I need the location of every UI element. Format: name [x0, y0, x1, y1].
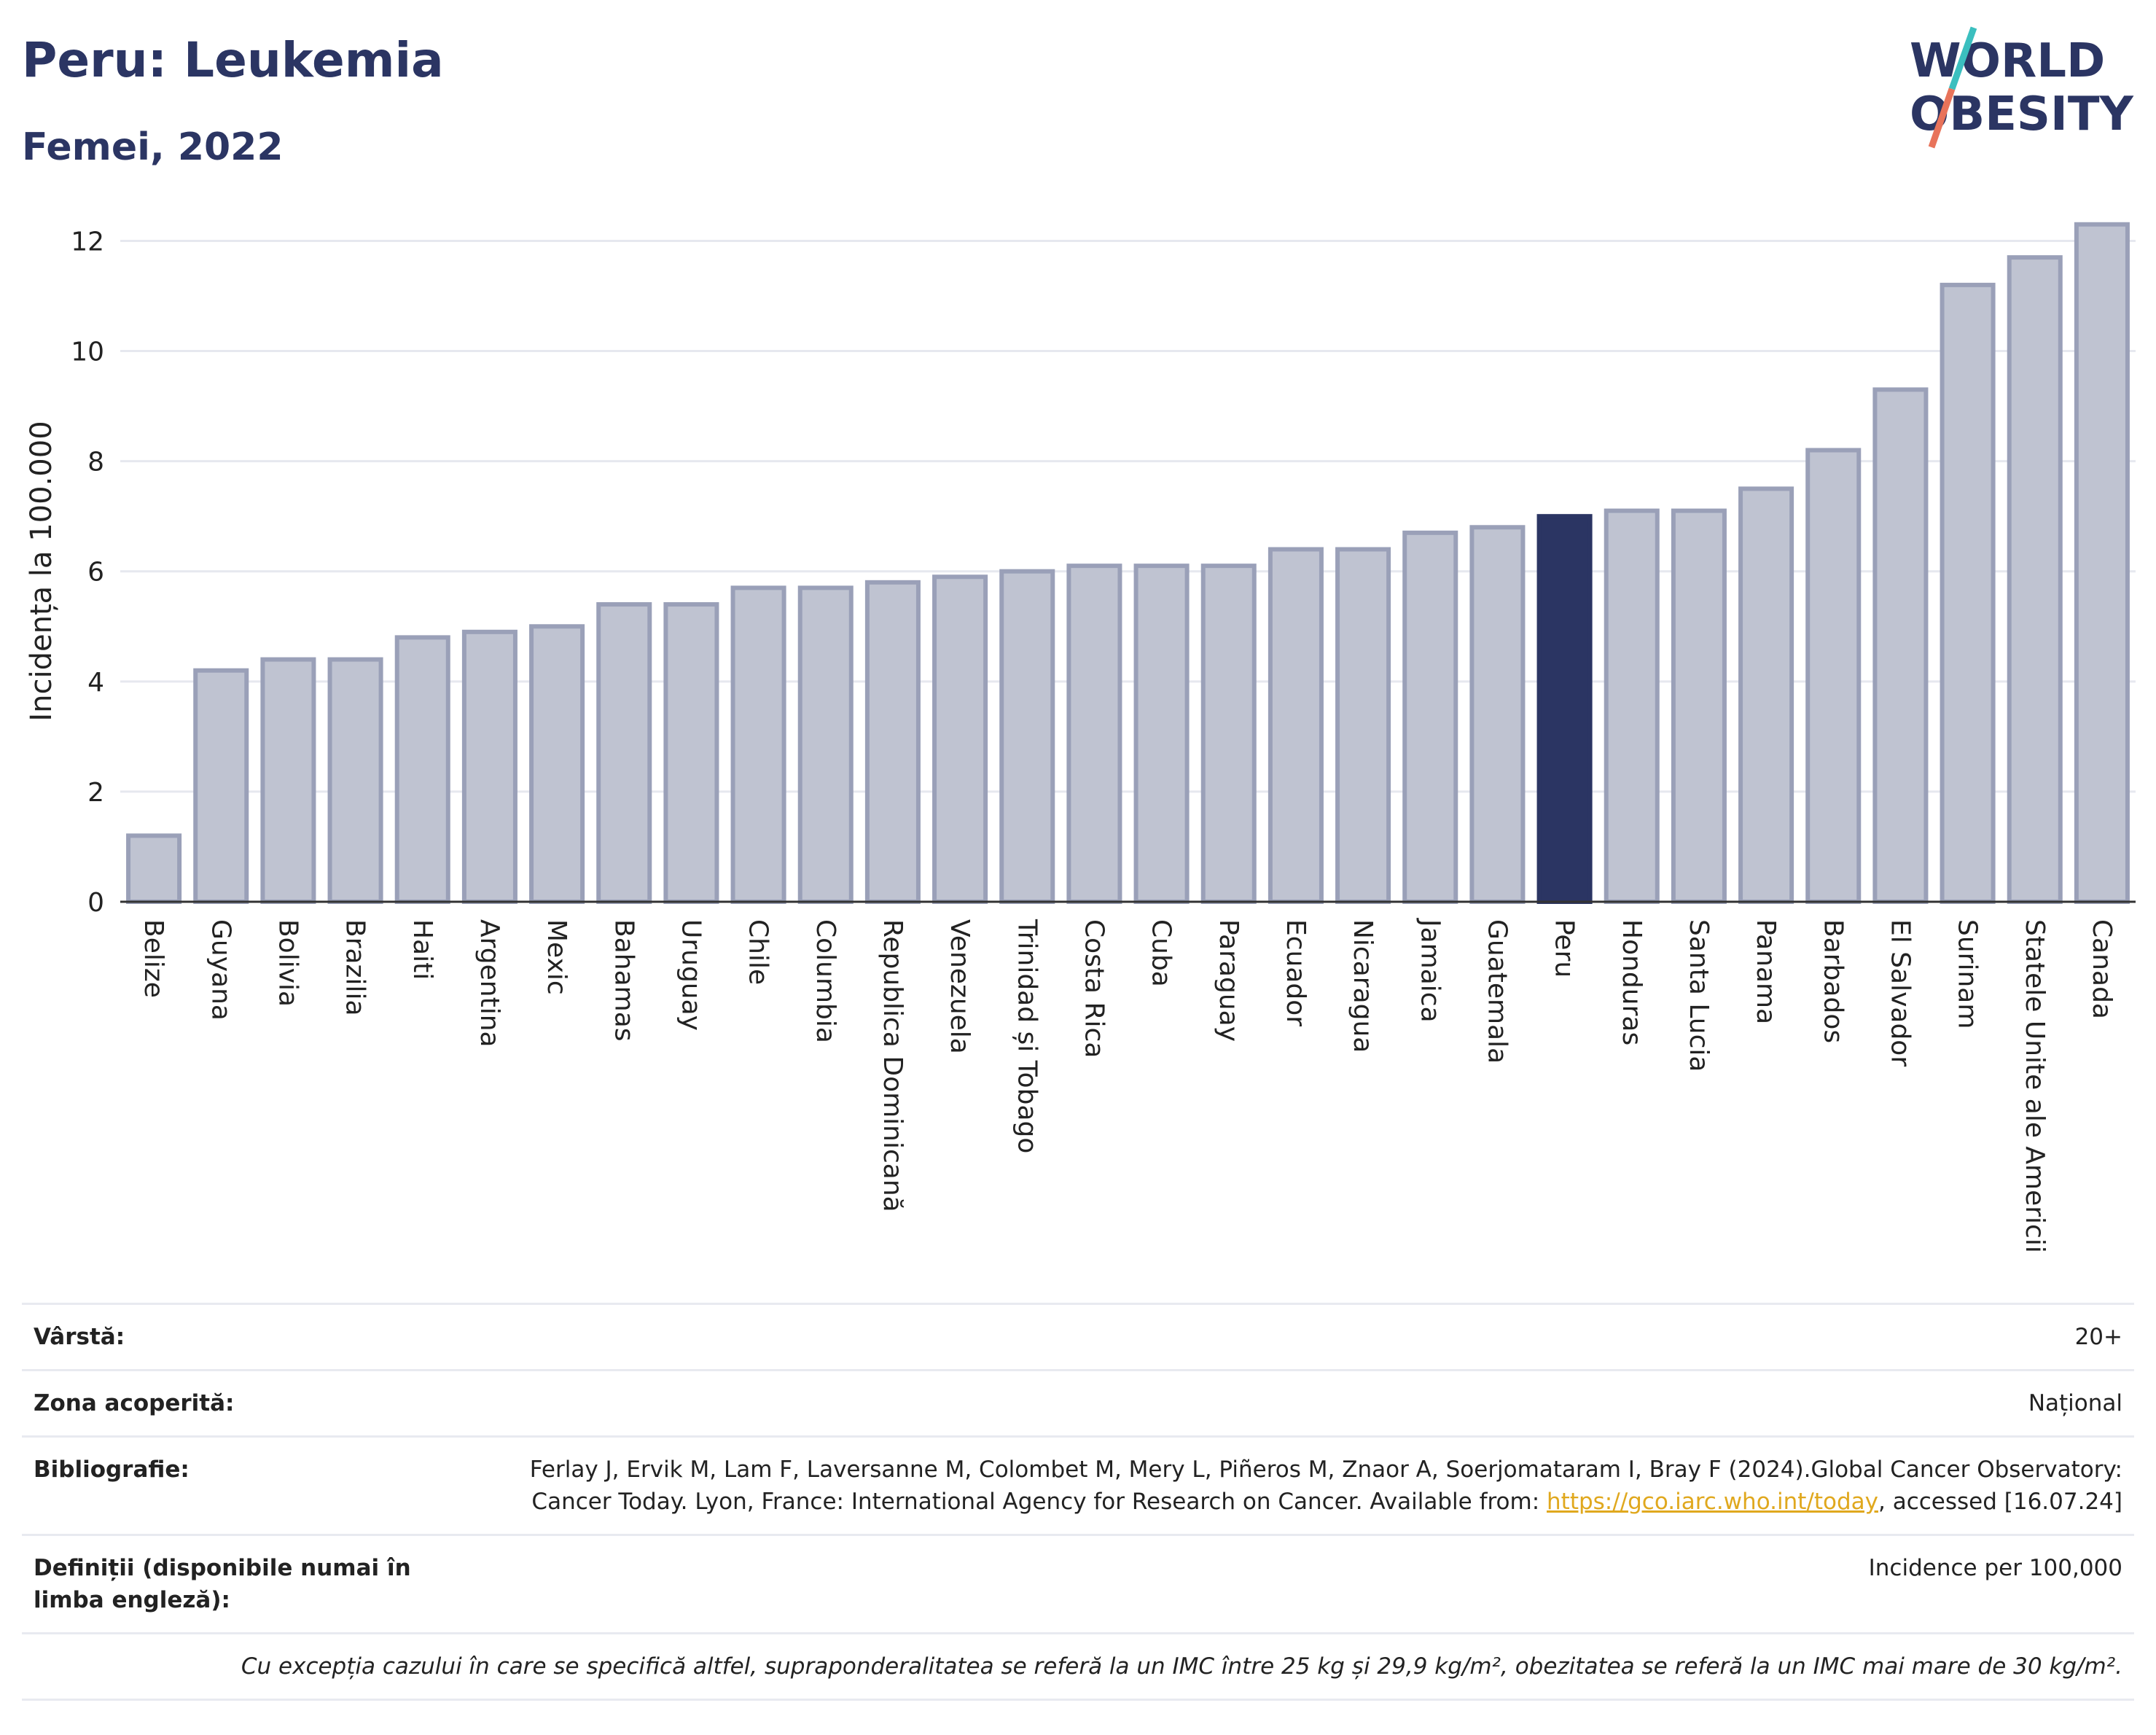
- x-tick-label: Haiti: [407, 919, 437, 980]
- meta-label: Zona acoperită:: [34, 1390, 235, 1416]
- meta-value: Național: [2028, 1390, 2122, 1416]
- bar[interactable]: [327, 657, 383, 904]
- x-tick-label: Surinam: [1953, 919, 1983, 1029]
- bar[interactable]: [2074, 222, 2130, 904]
- x-tick-label: Cuba: [1147, 919, 1176, 987]
- footnote: Cu excepția cazului în care se specifică…: [22, 1632, 2134, 1701]
- bar[interactable]: [1066, 564, 1122, 904]
- x-tick-label: Santa Lucia: [1684, 919, 1714, 1072]
- x-tick-label: Brazilia: [340, 919, 370, 1016]
- bar[interactable]: [529, 624, 585, 904]
- bar[interactable]: [1940, 282, 1996, 904]
- logo-slash-coral: [1928, 87, 1956, 149]
- x-tick-label: Statele Unite ale Americii: [2020, 919, 2050, 1253]
- y-tick-label: 2: [87, 778, 104, 808]
- page-subtitle: Femei, 2022: [22, 125, 284, 169]
- meta-value: 20+: [2074, 1324, 2122, 1350]
- y-tick-label: 6: [87, 558, 104, 588]
- x-tick-label: Barbados: [1818, 919, 1848, 1043]
- bar[interactable]: [126, 833, 182, 904]
- bar[interactable]: [1671, 508, 1727, 904]
- bar[interactable]: [1469, 525, 1526, 904]
- bar[interactable]: [1738, 486, 1794, 904]
- meta-label: Bibliografie:: [34, 1457, 190, 1483]
- bar[interactable]: [461, 629, 517, 904]
- bar[interactable]: [797, 585, 854, 904]
- y-tick-label: 0: [87, 888, 104, 918]
- bar[interactable]: [1200, 564, 1257, 904]
- x-tick-label: Nicaragua: [1348, 919, 1378, 1053]
- x-tick-label: Venezuela: [945, 919, 975, 1054]
- bar[interactable]: [864, 580, 921, 904]
- grid-lines: [120, 239, 2136, 793]
- x-tick-label: Panama: [1751, 919, 1781, 1024]
- meta-value: Incidence per 100,000: [1868, 1555, 2122, 1581]
- bar[interactable]: [1335, 547, 1391, 904]
- x-tick-label: Ecuador: [1281, 919, 1311, 1026]
- bar[interactable]: [1268, 547, 1324, 904]
- y-tick-label: 12: [71, 227, 104, 257]
- bar[interactable]: [999, 569, 1055, 904]
- x-tick-label: Uruguay: [676, 919, 706, 1031]
- x-tick-label: Guatemala: [1482, 919, 1512, 1064]
- x-tick-label: El Salvador: [1885, 919, 1915, 1067]
- y-tick-label: 4: [87, 668, 104, 698]
- bar[interactable]: [2007, 255, 2063, 904]
- bar[interactable]: [1805, 448, 1862, 904]
- y-axis-label: Incidența la 100.000: [25, 421, 58, 721]
- x-tick-label: Guyana: [206, 919, 235, 1021]
- meta-row-definitions: Definiții (disponibile numai în limba en…: [22, 1534, 2134, 1632]
- bibliography-accessed: , accessed [16.07.24]: [1878, 1489, 2122, 1515]
- meta-label: Vârstă:: [34, 1324, 125, 1350]
- bar[interactable]: [260, 657, 316, 904]
- bar[interactable]: [1604, 508, 1660, 904]
- bar-highlight[interactable]: [1536, 514, 1593, 904]
- x-tick-label: Costa Rica: [1079, 919, 1109, 1058]
- meta-row-age: Vârstă: 20+: [22, 1303, 2134, 1369]
- meta-label: Definiții (disponibile numai în limba en…: [34, 1555, 411, 1613]
- x-tick-label: Jamaica: [1415, 918, 1445, 1023]
- bar[interactable]: [1872, 387, 1929, 904]
- x-tick-label: Chile: [743, 919, 773, 985]
- x-tick-label: Belize: [138, 919, 168, 998]
- bar[interactable]: [394, 635, 450, 904]
- bar[interactable]: [932, 574, 988, 904]
- x-tick-label: Mexic: [542, 919, 571, 995]
- x-tick-labels: Belize Guyana Bolivia Brazilia Haiti Argentin…: [138, 918, 2117, 1253]
- bibliography-link[interactable]: https://gco.iarc.who.int/today: [1547, 1489, 1878, 1515]
- meta-row-bibliography: Bibliografie: Ferlay J, Ervik M, Lam F, …: [22, 1435, 2134, 1534]
- bar-chart: 0 2 4 6 8 10 12 Belize Guyana Bolivia Brazilia Hai…: [25, 222, 2136, 1253]
- x-tick-label: Bolivia: [273, 919, 302, 1007]
- meta-row-coverage: Zona acoperită: Național: [22, 1369, 2134, 1435]
- bars: [126, 222, 2130, 904]
- page-title: Peru: Leukemia: [22, 32, 444, 88]
- x-tick-label: Paraguay: [1214, 919, 1243, 1042]
- y-tick-label: 8: [87, 448, 104, 477]
- x-tick-label: Honduras: [1617, 919, 1647, 1045]
- x-tick-label: Columbia: [811, 919, 840, 1043]
- bar[interactable]: [1133, 564, 1190, 904]
- metadata-table: Vârstă: 20+ Zona acoperită: Național Bib…: [22, 1303, 2134, 1701]
- bar[interactable]: [596, 602, 652, 904]
- bar[interactable]: [193, 668, 249, 904]
- x-tick-label: Canada: [2087, 919, 2117, 1019]
- logo-line1: WORLD: [1910, 34, 2105, 88]
- bar[interactable]: [663, 602, 719, 904]
- world-obesity-logo: WORLD OBESITY: [1910, 26, 2133, 149]
- x-tick-label: Bahamas: [609, 919, 638, 1042]
- meta-value: Ferlay J, Ervik M, Lam F, Laversanne M, …: [519, 1454, 2122, 1518]
- y-tick-labels: 0 2 4 6 8 10 12: [71, 227, 104, 918]
- bar[interactable]: [730, 585, 786, 904]
- x-tick-label: Republica Dominicană: [878, 919, 907, 1212]
- x-tick-label: Trinidad și Tobago: [1012, 919, 1042, 1153]
- y-tick-label: 10: [71, 338, 104, 367]
- x-tick-label: Argentina: [474, 919, 504, 1048]
- x-tick-label: Peru: [1550, 919, 1579, 978]
- bibliography-text: Ferlay J, Ervik M, Lam F, Laversanne M, …: [529, 1457, 2122, 1515]
- logo-slash-teal: [1948, 26, 1977, 90]
- bar[interactable]: [1402, 530, 1458, 904]
